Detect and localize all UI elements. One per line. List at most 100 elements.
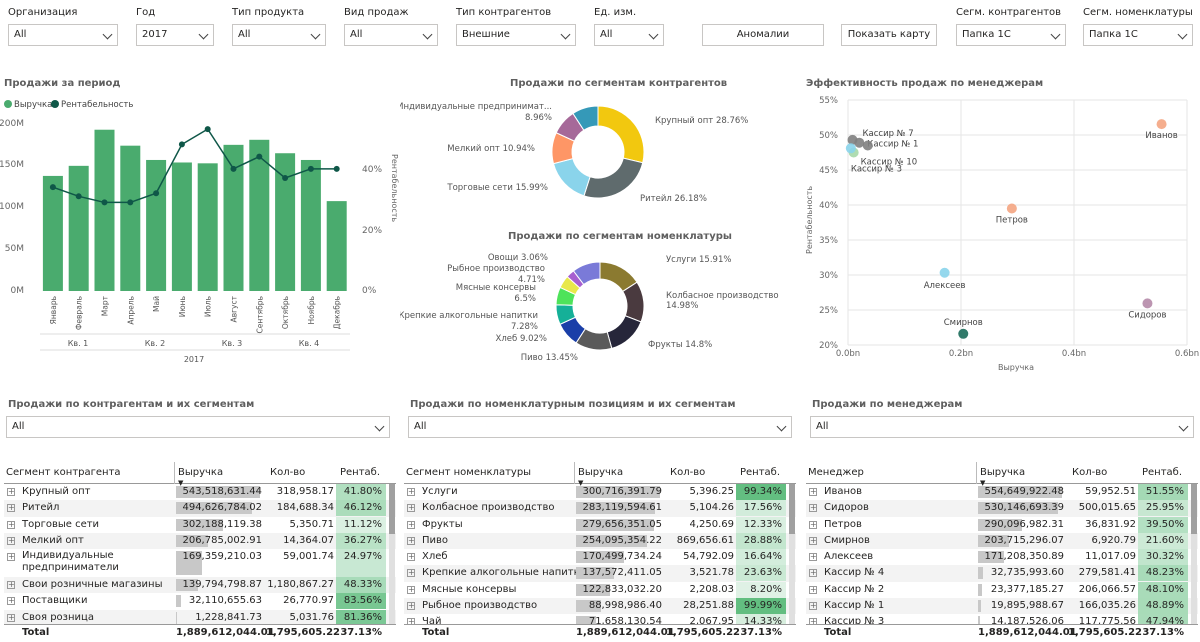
- expand-icon[interactable]: +: [407, 552, 415, 562]
- counterparty-type-dropdown[interactable]: Внешние: [456, 24, 576, 46]
- column-header[interactable]: Выручка: [980, 467, 1026, 478]
- donut-slice[interactable]: [597, 105, 645, 164]
- table-row[interactable]: + Колбасное производство 283,119,594.61 5,1…: [404, 500, 796, 517]
- table-row[interactable]: + Сидоров 530,146,693.39 500,015.65 25.95%: [806, 500, 1198, 517]
- organization-dropdown[interactable]: All: [8, 24, 118, 46]
- table-row[interactable]: + Торговые сети 302,188,119.38 5,350.71 11.1…: [4, 516, 396, 533]
- expand-icon[interactable]: +: [7, 503, 15, 513]
- scatter-point[interactable]: [1006, 203, 1017, 214]
- scrollbar-thumb[interactable]: [1191, 484, 1197, 534]
- table-row[interactable]: + Смирнов 203,715,296.07 6,920.79 21.60%: [806, 532, 1198, 550]
- revenue-bar[interactable]: [120, 145, 141, 291]
- table-row[interactable]: + Ритейл 494,626,784.02 184,688.34 46.12%: [4, 500, 396, 517]
- expand-icon[interactable]: +: [7, 580, 15, 590]
- column-header[interactable]: Выручка: [178, 467, 224, 478]
- donut-slice[interactable]: [572, 105, 599, 131]
- table-row[interactable]: + Фрукты 279,656,351.05 4,250.69 12.33%: [404, 516, 796, 533]
- expand-icon[interactable]: +: [7, 487, 15, 496]
- table-row[interactable]: + Петров 290,096,982.31 36,831.92 39.50%: [806, 516, 1198, 533]
- revenue-bar[interactable]: [223, 144, 244, 291]
- table-row[interactable]: + Пиво 254,095,354.22 869,656.61 28.88%: [404, 532, 796, 550]
- margin-point[interactable]: [178, 141, 185, 148]
- margin-point[interactable]: [230, 165, 237, 172]
- scatter-point[interactable]: [1156, 119, 1167, 130]
- scatter-point[interactable]: [1142, 298, 1153, 309]
- table-row[interactable]: + Алексеев 171,208,350.89 11,017.09 30.32%: [806, 549, 1198, 566]
- expand-icon[interactable]: +: [407, 487, 415, 496]
- expand-icon[interactable]: +: [407, 519, 415, 529]
- sales-kind-dropdown[interactable]: All: [344, 24, 438, 46]
- donut-slice[interactable]: [583, 157, 644, 199]
- expand-icon[interactable]: +: [7, 612, 15, 622]
- counterparties-filter-dropdown[interactable]: All: [6, 416, 390, 438]
- donut-slice[interactable]: [572, 261, 601, 286]
- revenue-bar[interactable]: [326, 201, 347, 291]
- unit-dropdown[interactable]: All: [594, 24, 664, 46]
- counterparty-donut-chart[interactable]: Крупный опт 28.76% Ритейл 26.18% Торговы…: [400, 92, 800, 222]
- scatter-point[interactable]: [845, 143, 856, 154]
- table-row[interactable]: + Крепкие алкогольные напитки 137,572,411.…: [404, 565, 796, 582]
- scatter-point[interactable]: [958, 328, 969, 339]
- table-row[interactable]: + Своя розница 1,228,841.73 5,031.76 81.36%: [4, 609, 396, 627]
- table-row[interactable]: + Рыбное производство 88,998,986.40 28,251.…: [404, 598, 796, 615]
- margin-point[interactable]: [127, 199, 134, 206]
- table-row[interactable]: + Индивидуальные предприниматели 169,359,2…: [4, 549, 396, 578]
- column-header[interactable]: Рентаб.: [740, 467, 781, 478]
- column-header[interactable]: Рентаб.: [340, 467, 381, 478]
- table-row[interactable]: + Крупный опт 543,518,631.44 318,958.17 41.8…: [4, 484, 396, 500]
- product-type-dropdown[interactable]: All: [232, 24, 326, 46]
- column-header[interactable]: Рентаб.: [1142, 467, 1183, 478]
- table-row[interactable]: + Поставщики 32,110,655.63 26,770.97 83.56%: [4, 593, 396, 610]
- vertical-scrollbar[interactable]: [389, 484, 395, 624]
- revenue-bar[interactable]: [249, 139, 270, 291]
- expand-icon[interactable]: +: [407, 503, 415, 513]
- scatter-point[interactable]: [854, 137, 865, 148]
- manager-scatter-chart[interactable]: 55% 50% 45% 40% 35% 30% 25% 20% 0.0bn 0.…: [800, 92, 1200, 374]
- expand-icon[interactable]: +: [809, 519, 817, 529]
- counterparty-segment-dropdown[interactable]: Папка 1С: [956, 24, 1066, 46]
- table-row[interactable]: + Мелкий опт 206,785,002.91 14,364.07 36.27%: [4, 532, 396, 550]
- margin-point[interactable]: [153, 190, 160, 197]
- column-header[interactable]: Сегмент номенклатуры: [406, 467, 532, 478]
- nomenclature-filter-dropdown[interactable]: All: [408, 416, 792, 438]
- managers-filter-dropdown[interactable]: All: [810, 416, 1194, 438]
- expand-icon[interactable]: +: [809, 487, 817, 496]
- donut-slice[interactable]: [552, 157, 591, 197]
- table-row[interactable]: + Мясные консервы 122,833,032.20 2,208.03 8.…: [404, 581, 796, 598]
- expand-icon[interactable]: +: [407, 535, 415, 545]
- revenue-bar[interactable]: [42, 175, 63, 291]
- donut-slice[interactable]: [606, 315, 642, 350]
- margin-point[interactable]: [307, 165, 314, 172]
- expand-icon[interactable]: +: [407, 584, 415, 594]
- table-row[interactable]: + Свои розничные магазины 139,794,798.87 1,…: [4, 577, 396, 594]
- column-header[interactable]: Кол-во: [1072, 467, 1108, 478]
- revenue-bar[interactable]: [300, 159, 321, 291]
- nomenclature-donut-chart[interactable]: Услуги 15.91% Колбасное производство 14.…: [400, 246, 800, 366]
- expand-icon[interactable]: +: [809, 503, 817, 513]
- margin-point[interactable]: [256, 153, 263, 160]
- sales-chart[interactable]: Выручка Рентабельность 200M 150M 100M 50…: [0, 94, 400, 374]
- column-header[interactable]: Сегмент контрагента: [6, 467, 121, 478]
- table-row[interactable]: + Услуги 300,716,391.79 5,396.25 99.34%: [404, 484, 796, 500]
- margin-point[interactable]: [333, 165, 340, 172]
- column-header[interactable]: Менеджер: [808, 467, 864, 478]
- table-row[interactable]: + Иванов 554,649,922.48 59,952.51 51.55%: [806, 484, 1198, 500]
- table-row[interactable]: + Кассир № 4 32,735,993.60 279,581.41 48.23%: [806, 565, 1198, 582]
- nomenclature-segment-dropdown[interactable]: Папка 1С: [1083, 24, 1193, 46]
- vertical-scrollbar[interactable]: [789, 484, 795, 624]
- table-row[interactable]: + Кассир № 2 23,377,185.27 206,066.57 48.10%: [806, 581, 1198, 598]
- expand-icon[interactable]: +: [7, 552, 15, 562]
- expand-icon[interactable]: +: [809, 535, 817, 545]
- year-dropdown[interactable]: 2017: [136, 24, 214, 46]
- margin-point[interactable]: [75, 193, 82, 200]
- revenue-bar[interactable]: [197, 163, 218, 291]
- expand-icon[interactable]: +: [809, 568, 817, 578]
- expand-icon[interactable]: +: [407, 601, 415, 611]
- expand-icon[interactable]: +: [809, 584, 817, 594]
- table-row[interactable]: + Хлеб 170,499,734.24 54,792.09 16.64%: [404, 549, 796, 566]
- scrollbar-thumb[interactable]: [389, 484, 395, 534]
- margin-point[interactable]: [49, 184, 56, 191]
- revenue-bar[interactable]: [68, 165, 89, 291]
- expand-icon[interactable]: +: [7, 535, 15, 545]
- column-header[interactable]: Кол-во: [670, 467, 706, 478]
